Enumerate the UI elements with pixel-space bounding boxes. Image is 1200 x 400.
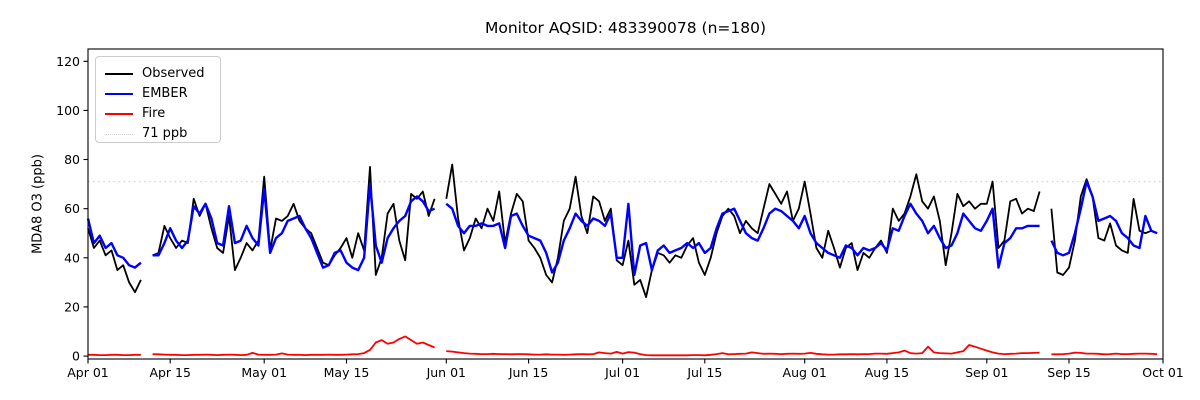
svg-text:Jul 01: Jul 01 [604,365,640,380]
svg-text:Jun 01: Jun 01 [426,365,466,380]
legend-label-fire: Fire [142,106,166,121]
fire-line [88,335,1158,357]
svg-text:120: 120 [56,54,80,69]
legend-label-ember: EMBER [142,86,188,101]
legend: Observed EMBER Fire 71 ppb [95,56,221,143]
svg-text:100: 100 [56,103,80,118]
svg-text:20: 20 [64,299,80,314]
chart-title: Monitor AQSID: 483390078 (n=180) [484,19,767,37]
axis-tick-labels: 0 20 40 60 80 100 120 Apr 01 Apr 15 May 01 May 15 J… [56,54,1184,380]
observed-line [87,163,1158,298]
svg-text:May 01: May 01 [241,365,287,380]
plot-border [87,48,1164,360]
svg-text:Sep 01: Sep 01 [965,365,1008,380]
threshold-line-swatch [105,133,133,135]
svg-text:Jul 15: Jul 15 [686,365,722,380]
svg-text:May 15: May 15 [324,365,370,380]
svg-text:Oct 01: Oct 01 [1142,365,1184,380]
fire-line-swatch [105,113,133,115]
legend-item-observed: Observed [105,64,209,84]
legend-item-ember: EMBER [105,84,209,104]
ember-line-swatch [105,93,133,95]
svg-text:Aug 15: Aug 15 [865,365,909,380]
legend-label-observed: Observed [142,66,205,81]
svg-text:40: 40 [64,250,80,265]
ember-line [86,180,1158,277]
legend-item-threshold: 71 ppb [105,124,209,144]
legend-item-fire: Fire [105,104,209,124]
svg-text:Sep 15: Sep 15 [1047,365,1090,380]
svg-text:Apr 15: Apr 15 [149,365,191,380]
svg-text:60: 60 [64,201,80,216]
y-axis-label: MDA8 O3 (ppb) [30,154,46,254]
axis-ticks [83,60,1164,364]
svg-text:80: 80 [64,152,80,167]
svg-text:Jun 15: Jun 15 [508,365,548,380]
svg-text:Apr 01: Apr 01 [67,365,109,380]
svg-text:0: 0 [72,349,80,364]
legend-label-threshold: 71 ppb [142,126,188,141]
svg-text:Aug 01: Aug 01 [783,365,827,380]
observed-line-swatch [105,73,133,75]
